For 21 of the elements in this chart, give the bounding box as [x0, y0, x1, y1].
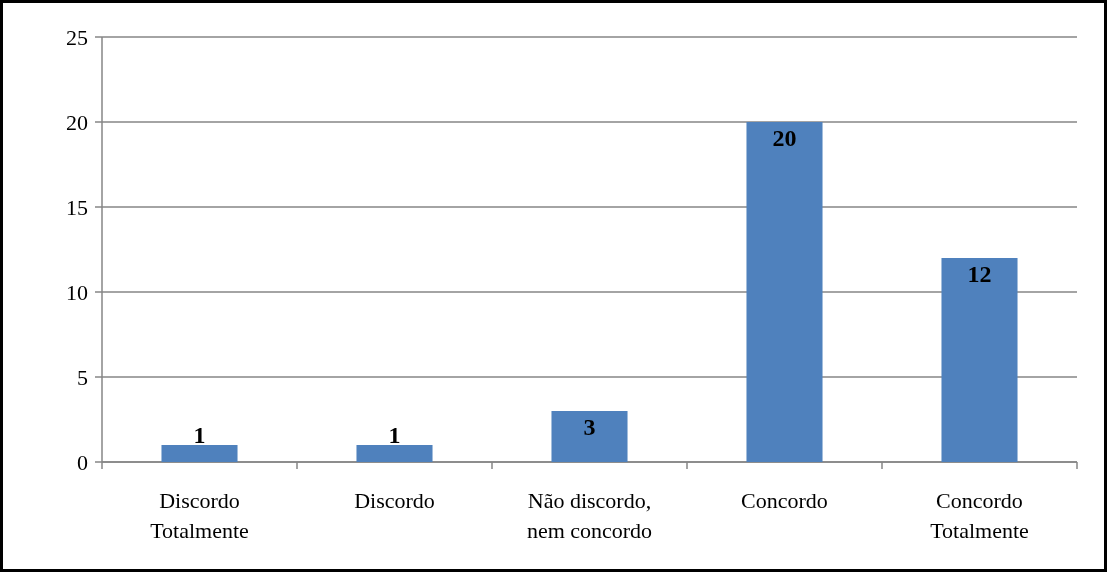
- bar: [746, 122, 823, 462]
- bar: [356, 445, 433, 462]
- y-tick-label: 10: [66, 279, 88, 305]
- data-label: 20: [772, 125, 797, 151]
- data-label: 12: [967, 261, 992, 287]
- y-tick-label: 25: [66, 24, 88, 50]
- x-tick-label: Discordo Totalmente: [150, 488, 249, 543]
- x-tick-label: Concordo: [741, 488, 828, 513]
- data-label: 1: [193, 422, 206, 448]
- y-tick-label: 20: [66, 109, 88, 135]
- bar: [551, 411, 628, 462]
- y-tick-label: 15: [66, 194, 88, 220]
- data-label: 1: [388, 422, 401, 448]
- bar: [941, 258, 1018, 462]
- data-label: 3: [583, 414, 596, 440]
- x-tick-label: Concordo Totalmente: [930, 488, 1029, 543]
- bar: [161, 445, 238, 462]
- x-tick-label: Discordo: [354, 488, 435, 513]
- y-tick-label: 5: [77, 364, 88, 390]
- y-tick-label: 0: [77, 449, 88, 475]
- x-tick-label: Não discordo, nem concordo: [526, 488, 653, 543]
